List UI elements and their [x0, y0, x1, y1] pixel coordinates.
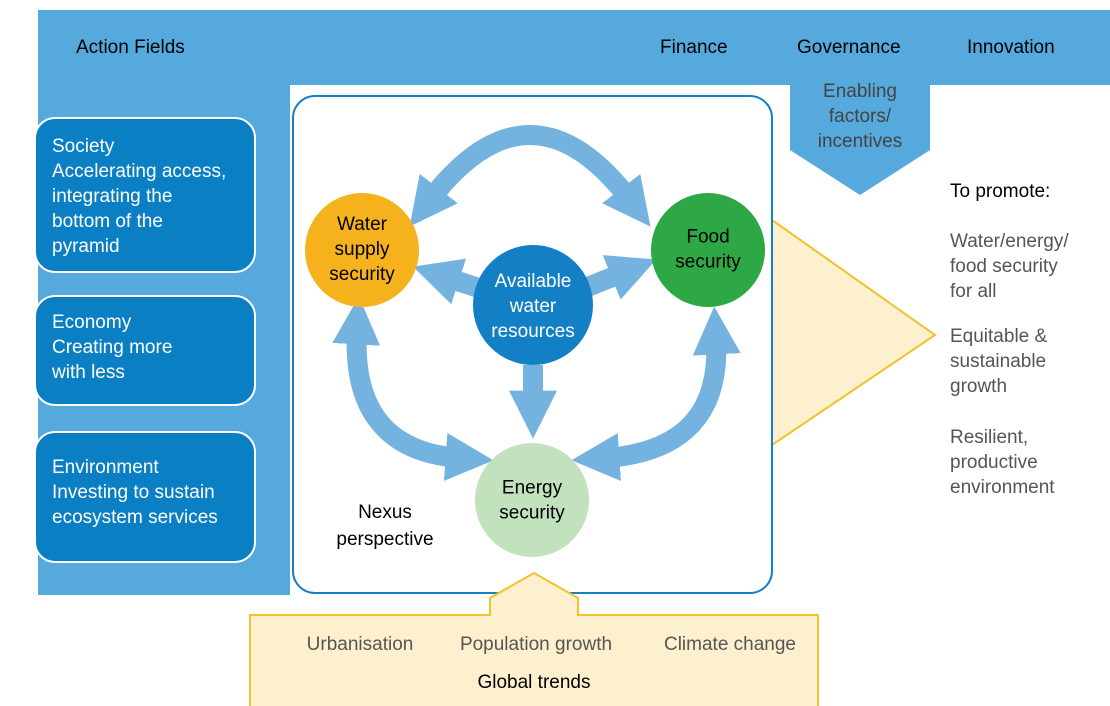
- goal-text: Water/energy/: [950, 231, 1069, 252]
- arrow: [581, 255, 657, 300]
- node-label: security: [499, 503, 565, 524]
- trends-arrow: [489, 571, 579, 616]
- node-label: security: [329, 264, 395, 285]
- enabler: Governance: [797, 37, 901, 58]
- arrow: [571, 306, 741, 481]
- node-circle: [651, 193, 765, 307]
- trends-title: Global trends: [477, 672, 590, 693]
- field-text: ecosystem services: [52, 507, 218, 528]
- node-label: supply: [335, 239, 390, 260]
- goal-text: productive: [950, 452, 1038, 473]
- enabling-text: Enabling: [823, 81, 897, 102]
- enabling-text: incentives: [818, 131, 903, 152]
- goal-text: environment: [950, 477, 1055, 498]
- field-text: Accelerating access,: [52, 161, 226, 182]
- node-label: Energy: [502, 478, 563, 499]
- nexus-label: perspective: [336, 529, 433, 550]
- promote-title: To promote:: [950, 181, 1050, 202]
- goal-text: sustainable: [950, 351, 1046, 372]
- enabler: Innovation: [967, 37, 1055, 58]
- goal-text: Equitable &: [950, 326, 1048, 347]
- field-text: integrating the: [52, 186, 172, 207]
- goal-text: growth: [950, 376, 1007, 397]
- node-label: water: [509, 296, 557, 317]
- enabling-text: factors/: [829, 106, 892, 127]
- field-name: Economy: [52, 312, 132, 333]
- field-box: [34, 431, 256, 563]
- field-name: Society: [52, 136, 115, 157]
- arrows: [332, 125, 741, 481]
- node-label: Available: [495, 271, 572, 292]
- enabler: Finance: [660, 37, 728, 58]
- field-text: pyramid: [52, 236, 120, 257]
- arrow: [332, 296, 494, 481]
- trends-box: [249, 614, 819, 706]
- field-text: with less: [51, 362, 125, 383]
- arrow: [409, 125, 651, 227]
- node-label: resources: [491, 321, 574, 342]
- node-circle: [473, 245, 593, 365]
- enabling-arrow: [790, 85, 930, 195]
- node-circle: [305, 193, 419, 307]
- node-label: Water: [337, 214, 388, 235]
- goal-text: for all: [950, 281, 996, 302]
- field-text: Investing to sustain: [52, 482, 215, 503]
- field-name: Environment: [52, 457, 159, 478]
- header-title: Action Fields: [76, 37, 185, 58]
- nexus-label: Nexus: [358, 502, 412, 523]
- goal-text: food security: [950, 256, 1058, 277]
- trend-item: Population growth: [460, 634, 612, 655]
- field-box: [34, 295, 256, 406]
- trend-item: Climate change: [664, 634, 796, 655]
- goal-text: Resilient,: [950, 427, 1028, 448]
- node-label: Food: [686, 227, 729, 248]
- node-label: security: [675, 252, 741, 273]
- trend-item: Urbanisation: [307, 634, 414, 655]
- node-circle: [475, 443, 589, 557]
- promote-triangle: [771, 218, 937, 447]
- field-text: Creating more: [52, 337, 172, 358]
- field-text: bottom of the: [52, 211, 163, 232]
- field-box: [34, 117, 256, 273]
